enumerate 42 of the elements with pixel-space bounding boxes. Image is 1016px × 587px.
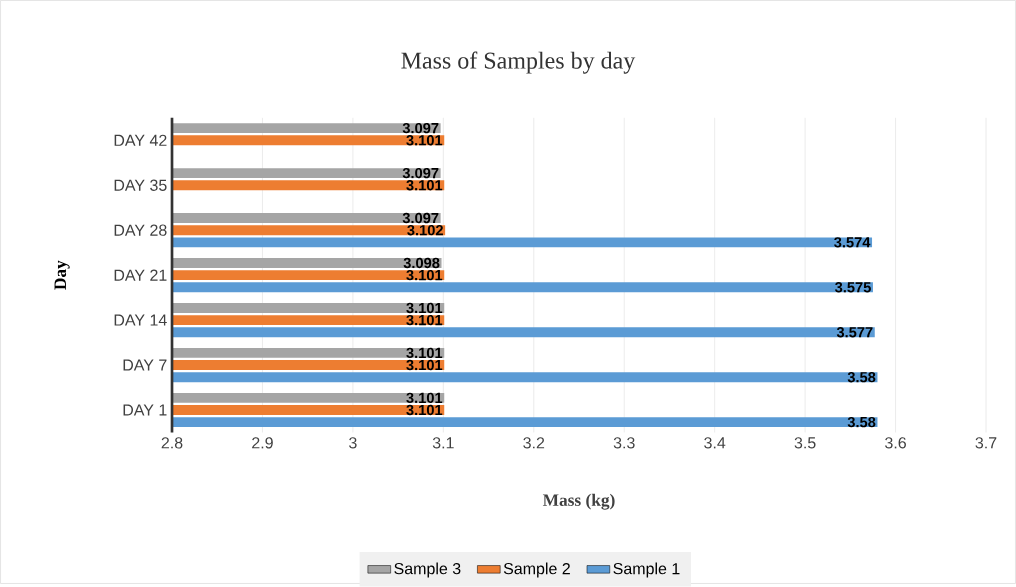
data-label: 3.101 [406, 359, 443, 371]
y-tick-label: DAY 28 [114, 224, 167, 236]
data-label: 3.101 [406, 270, 443, 281]
x-tick-label: 2.8 [161, 437, 183, 449]
data-label: 3.574 [834, 237, 871, 248]
x-axis-title: Mass (kg) [542, 493, 615, 510]
data-label: 3.575 [834, 282, 871, 293]
x-tick-label: 3.3 [613, 437, 635, 449]
x-tick-label: 2.9 [252, 437, 273, 449]
x-tick-label: 3.1 [432, 437, 454, 449]
y-tick-label: DAY 1 [123, 404, 167, 416]
data-label: 3.097 [402, 123, 439, 134]
x-tick-label: 3.7 [975, 437, 997, 449]
x-tick-label: 3.6 [885, 437, 906, 449]
x-tick-label: 3.2 [523, 437, 545, 449]
legend-label: Sample 2 [503, 562, 570, 578]
y-tick-label: DAY 42 [114, 134, 167, 146]
data-label: 3.102 [407, 225, 443, 236]
data-label: 3.101 [406, 135, 443, 146]
x-tick-label: 3.4 [704, 437, 726, 449]
data-label: 3.101 [406, 392, 443, 404]
data-label: 3.101 [406, 302, 443, 314]
y-tick-label: DAY 7 [123, 359, 167, 371]
data-label: 3.097 [402, 212, 439, 224]
legend-label: Sample 3 [394, 562, 461, 578]
data-label: 3.58 [847, 417, 876, 428]
legend-label: Sample 1 [613, 562, 680, 578]
data-label: 3.101 [406, 180, 443, 191]
x-tick-label: 3.5 [794, 437, 816, 449]
data-label: 3.101 [406, 347, 443, 359]
data-label: 3.58 [847, 372, 876, 383]
chart-title: Mass of Samples by day [401, 51, 636, 74]
y-tick-label: DAY 14 [114, 314, 167, 326]
data-label: 3.101 [406, 315, 443, 326]
data-label: 3.097 [402, 168, 439, 179]
y-tick-label: DAY 21 [114, 269, 167, 281]
x-tick-label: 3 [349, 437, 357, 449]
y-tick-label: DAY 35 [114, 179, 167, 191]
data-label: 3.098 [403, 257, 440, 269]
data-label: 3.101 [406, 404, 443, 416]
y-axis-title: Day [54, 260, 70, 290]
data-label: 3.577 [836, 327, 873, 338]
